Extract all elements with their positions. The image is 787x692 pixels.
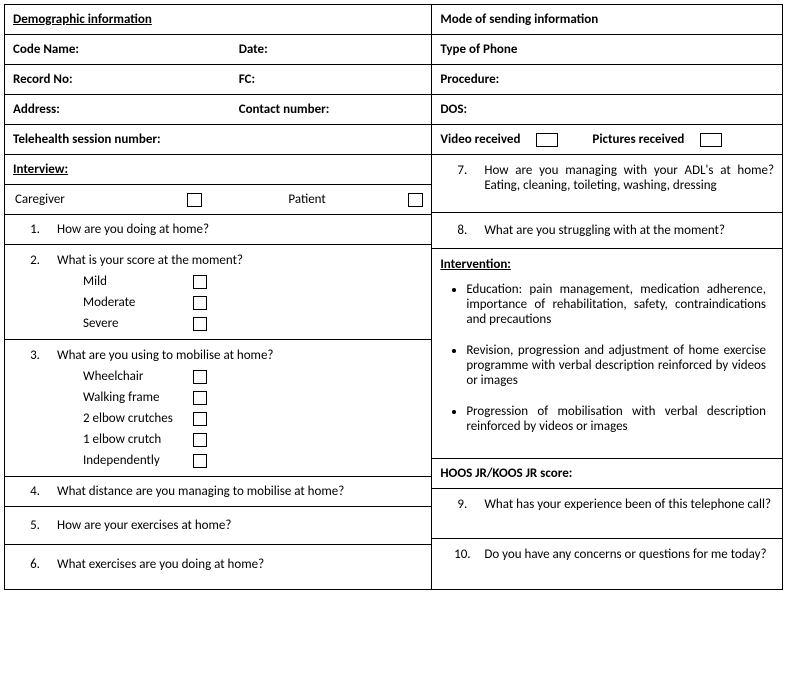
row-video-pictures: Video received Pictures received [432, 125, 782, 155]
q9-num: 9. [440, 497, 484, 512]
right-column: Mode of sending information Type of Phon… [432, 5, 782, 589]
q7-text: How are you managing with your ADL's at … [484, 163, 774, 193]
row-phone-type: Type of Phone [432, 35, 782, 65]
label-record: Record No: [13, 72, 239, 87]
intervention-header: Intervention: [440, 257, 774, 272]
checkbox-frame[interactable] [193, 391, 207, 405]
row-dos: DOS: [432, 95, 782, 125]
q2-opt-severe: Severe [83, 316, 193, 331]
label-fc: FC: [239, 72, 255, 87]
q10-num: 10. [440, 547, 484, 562]
q6-text: What exercises are you doing at home? [57, 557, 423, 572]
q6: 6. What exercises are you doing at home? [5, 545, 431, 583]
q9: 9. What has your experience been of this… [432, 489, 782, 539]
q4: 4. What distance are you managing to mob… [5, 477, 431, 507]
q5: 5. How are your exercises at home? [5, 507, 431, 545]
q5-text: How are your exercises at home? [57, 518, 423, 533]
mode-header: Mode of sending information [432, 5, 782, 35]
label-pictures-received: Pictures received [592, 132, 684, 147]
q10: 10. Do you have any concerns or question… [432, 539, 782, 589]
q2-num: 2. [13, 253, 57, 268]
label-code-name: Code Name: [13, 42, 239, 57]
checkbox-wheelchair[interactable] [193, 370, 207, 384]
row-session-number: Telehealth session number: [5, 125, 431, 155]
checkbox-mild[interactable] [193, 275, 207, 289]
left-column: Demographic information Code Name: Date:… [5, 5, 432, 589]
score-header: HOOS JR/KOOS JR score: [432, 459, 782, 489]
q8: 8. What are you struggling with at the m… [432, 213, 782, 249]
bullet-2: Revision, progression and adjustment of … [466, 343, 766, 388]
checkbox-caregiver[interactable] [187, 193, 203, 207]
q2-text: What is your score at the moment? [57, 253, 423, 268]
label-address: Address: [13, 102, 239, 117]
q9-text: What has your experience been of this te… [484, 497, 774, 512]
q3-opt-frame: Walking frame [83, 390, 193, 405]
q8-num: 8. [440, 223, 484, 238]
row-code-date: Code Name: Date: [5, 35, 431, 65]
q3-text: What are you using to mobilise at home? [57, 348, 423, 363]
checkbox-video[interactable] [536, 133, 558, 147]
q2-opt-moderate: Moderate [83, 295, 193, 310]
q3-opt-2crutch: 2 elbow crutches [83, 411, 193, 426]
q5-num: 5. [13, 518, 57, 533]
label-video-received: Video received [440, 132, 520, 147]
label-contact: Contact number: [239, 102, 330, 117]
checkbox-moderate[interactable] [193, 296, 207, 310]
q6-num: 6. [13, 557, 57, 572]
q10-text: Do you have any concerns or questions fo… [484, 547, 774, 562]
q4-text: What distance are you managing to mobili… [57, 484, 423, 499]
interview-header: Interview: [5, 155, 431, 185]
q8-text: What are you struggling with at the mome… [484, 223, 774, 238]
checkbox-pictures[interactable] [700, 133, 722, 147]
q1-num: 1. [13, 222, 57, 237]
row-record-fc: Record No: FC: [5, 65, 431, 95]
intervention-list: Education: pain management, medication a… [440, 282, 774, 450]
checkbox-2crutch[interactable] [193, 412, 207, 426]
q3-opt-1crutch: 1 elbow crutch [83, 432, 193, 447]
label-date: Date: [239, 42, 268, 57]
intervention-block: Intervention: Education: pain management… [432, 249, 782, 459]
label-caregiver: Caregiver [15, 192, 65, 207]
checkbox-severe[interactable] [193, 317, 207, 331]
q2-opt-mild: Mild [83, 274, 193, 289]
label-patient: Patient [288, 192, 325, 207]
q1-text: How are you doing at home? [57, 222, 423, 237]
q1: 1. How are you doing at home? [5, 215, 431, 245]
checkbox-1crutch[interactable] [193, 433, 207, 447]
q4-num: 4. [13, 484, 57, 499]
demographic-header: Demographic information [5, 5, 431, 35]
q7: 7. How are you managing with your ADL's … [432, 155, 782, 213]
q2: 2. What is your score at the moment? Mil… [5, 245, 431, 340]
form-grid: Demographic information Code Name: Date:… [4, 4, 783, 590]
q3-num: 3. [13, 348, 57, 363]
row-caregiver-patient: Caregiver Patient [5, 185, 431, 215]
checkbox-patient[interactable] [408, 193, 424, 207]
q3: 3. What are you using to mobilise at hom… [5, 340, 431, 477]
checkbox-indep[interactable] [193, 454, 207, 468]
bullet-3: Progression of mobilisation with verbal … [466, 404, 766, 434]
row-address-contact: Address: Contact number: [5, 95, 431, 125]
row-procedure: Procedure: [432, 65, 782, 95]
q3-opt-wheelchair: Wheelchair [83, 369, 193, 384]
bullet-1: Education: pain management, medication a… [466, 282, 766, 327]
q7-num: 7. [440, 163, 484, 193]
q3-opt-indep: Independently [83, 453, 193, 468]
